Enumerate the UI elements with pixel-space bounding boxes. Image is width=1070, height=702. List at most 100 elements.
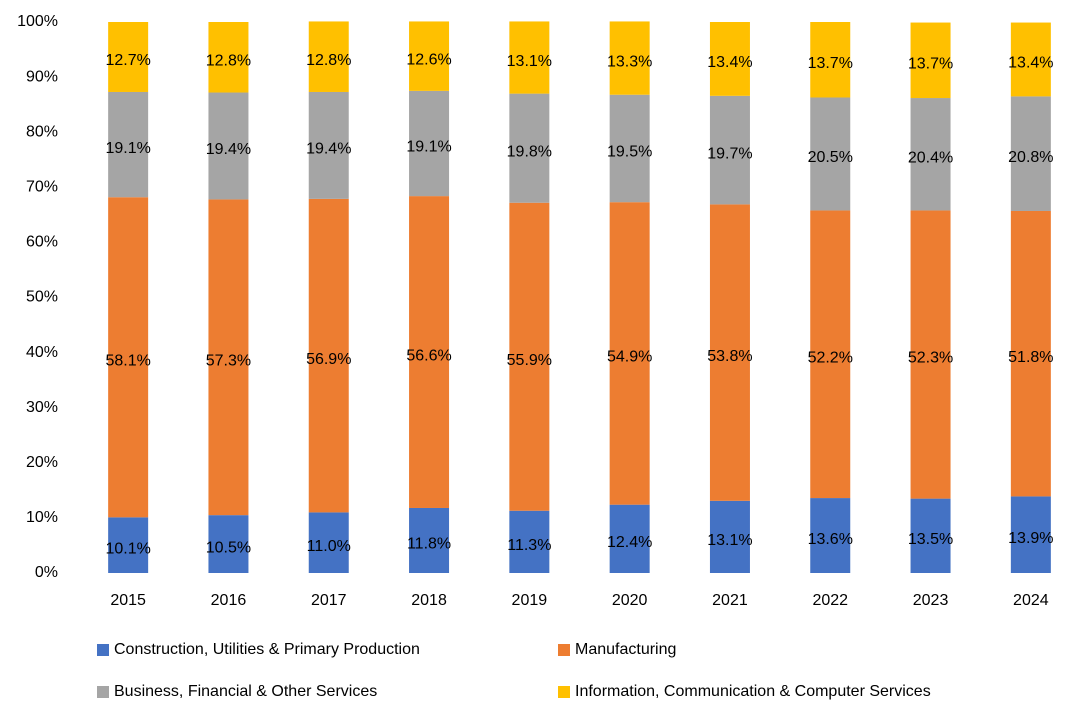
y-tick-label: 100% — [17, 13, 58, 30]
bar-segment — [108, 91, 149, 198]
bar-segment — [308, 21, 349, 92]
value-label: 20.4% — [908, 149, 953, 166]
y-tick-label: 0% — [35, 564, 58, 581]
value-label: 12.8% — [206, 52, 251, 69]
bar-segment — [910, 498, 951, 573]
value-label: 10.1% — [105, 540, 150, 557]
legend-swatch — [97, 686, 109, 698]
value-label: 13.1% — [507, 53, 552, 70]
bar-segment — [1010, 96, 1051, 211]
bar-segment — [208, 92, 249, 200]
bar-segment — [910, 98, 951, 211]
y-tick-label: 40% — [26, 344, 58, 361]
bar-segment — [709, 22, 750, 96]
legend-label: Information, Communication & Computer Se… — [575, 683, 931, 700]
x-tick-label: 2021 — [712, 592, 748, 609]
value-label: 56.9% — [306, 351, 351, 368]
bar-segment — [709, 95, 750, 205]
value-label: 13.7% — [908, 56, 953, 73]
value-label: 57.3% — [206, 353, 251, 370]
bar-segment — [1010, 22, 1051, 97]
value-label: 12.8% — [306, 52, 351, 69]
value-label: 19.4% — [206, 141, 251, 158]
bar-segment — [810, 498, 851, 573]
value-label: 19.1% — [105, 140, 150, 157]
value-label: 10.5% — [206, 539, 251, 556]
y-tick-label: 80% — [26, 123, 58, 140]
legend-label: Manufacturing — [575, 641, 676, 658]
legend-swatch — [558, 686, 570, 698]
legend-swatch — [97, 644, 109, 656]
value-label: 11.0% — [307, 538, 351, 555]
value-label: 12.4% — [607, 534, 652, 551]
value-label: 53.8% — [707, 348, 752, 365]
value-label: 55.9% — [507, 352, 552, 369]
value-label: 13.1% — [707, 532, 752, 549]
value-label: 13.6% — [808, 531, 853, 548]
bar-segment — [910, 22, 951, 99]
bar-segment — [108, 517, 149, 573]
bar-segment — [308, 198, 349, 513]
bar-segment — [509, 202, 550, 511]
value-label: 51.8% — [1008, 349, 1053, 366]
y-tick-label: 90% — [26, 68, 58, 85]
value-label: 56.6% — [406, 347, 451, 364]
x-tick-label: 2022 — [812, 592, 848, 609]
x-tick-label: 2020 — [612, 592, 648, 609]
bar-segment — [810, 22, 851, 98]
bar-segment — [910, 210, 951, 499]
x-tick-label: 2016 — [211, 592, 247, 609]
y-tick-label: 30% — [26, 399, 58, 416]
value-label: 13.4% — [707, 54, 752, 71]
value-label: 11.3% — [507, 537, 551, 554]
x-tick-label: 2019 — [512, 592, 548, 609]
bar-segment — [409, 21, 450, 91]
value-label: 19.1% — [406, 139, 451, 156]
value-label: 19.5% — [607, 144, 652, 161]
bar-segment — [308, 91, 349, 199]
bar-segment — [409, 90, 450, 197]
bar-segment — [208, 515, 249, 573]
x-tick-label: 2018 — [411, 592, 447, 609]
value-label: 12.7% — [105, 52, 150, 69]
legend-swatch — [558, 644, 570, 656]
bar-segment — [609, 202, 650, 505]
value-label: 20.8% — [1008, 149, 1053, 166]
y-tick-label: 10% — [26, 509, 58, 526]
value-label: 11.8% — [407, 536, 451, 553]
bar-segment — [409, 507, 450, 573]
bar-segment — [1010, 496, 1051, 573]
bar-segment — [108, 22, 149, 92]
value-label: 13.3% — [607, 53, 652, 70]
x-tick-label: 2017 — [311, 592, 347, 609]
bar-segment — [609, 94, 650, 203]
value-label: 13.7% — [808, 55, 853, 72]
value-label: 20.5% — [808, 149, 853, 166]
value-label: 58.1% — [105, 353, 150, 370]
value-label: 13.9% — [1008, 530, 1053, 547]
value-label: 52.2% — [808, 349, 853, 366]
x-tick-label: 2024 — [1013, 592, 1049, 609]
value-label: 19.4% — [306, 141, 351, 158]
y-tick-label: 70% — [26, 179, 58, 196]
y-tick-label: 50% — [26, 289, 58, 306]
bar-segment — [609, 21, 650, 95]
bar-segment — [308, 512, 349, 573]
bar-segment — [108, 197, 149, 518]
value-label: 19.8% — [507, 143, 552, 160]
x-tick-label: 2023 — [913, 592, 949, 609]
bar-segment — [208, 22, 249, 93]
value-label: 13.4% — [1008, 55, 1053, 72]
bar-segment — [1010, 210, 1051, 497]
legend-label: Construction, Utilities & Primary Produc… — [114, 641, 420, 658]
legend-label: Business, Financial & Other Services — [114, 683, 377, 700]
bar-segment — [208, 199, 249, 516]
x-tick-label: 2015 — [110, 592, 146, 609]
value-label: 52.3% — [908, 350, 953, 367]
value-label: 13.5% — [908, 531, 953, 548]
bar-segment — [509, 93, 550, 203]
bar-segment — [609, 504, 650, 573]
y-tick-label: 20% — [26, 454, 58, 471]
